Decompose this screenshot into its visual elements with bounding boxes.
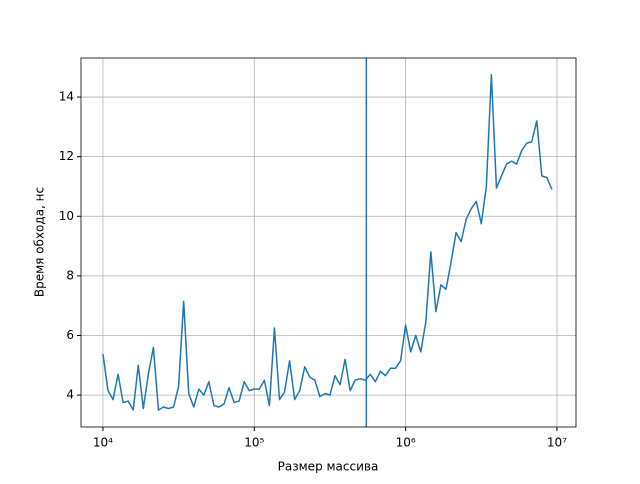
y-tick-label: 6 [66, 328, 74, 342]
x-tick-label: 10⁴ [93, 436, 113, 450]
x-tick-label: 10⁷ [547, 436, 567, 450]
x-axis-label: Размер массива [278, 460, 379, 474]
y-tick-label: 10 [59, 209, 74, 223]
plot-frame [80, 57, 577, 428]
y-tick-label: 12 [59, 149, 74, 163]
y-tick-label: 4 [66, 388, 74, 402]
x-tick-label: 10⁵ [244, 436, 264, 450]
y-tick-label: 8 [66, 268, 74, 282]
y-axis-label: Время обхода, нс [33, 187, 47, 297]
data-line [102, 73, 553, 411]
y-tick-label: 14 [59, 90, 74, 104]
x-tick-label: 10⁶ [396, 436, 416, 450]
